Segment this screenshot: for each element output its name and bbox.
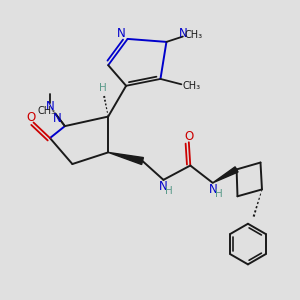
Text: N: N [46,100,54,112]
Text: H: H [165,186,173,196]
Text: CH₃: CH₃ [37,106,56,116]
Text: CH₃: CH₃ [185,30,203,40]
Text: CH₃: CH₃ [183,80,201,91]
Text: N: N [158,180,167,193]
Text: N: N [117,27,126,40]
Text: N: N [178,27,187,40]
Text: H: H [99,83,107,93]
Polygon shape [108,152,143,164]
Text: N: N [209,183,218,196]
Text: O: O [185,130,194,143]
Text: H: H [215,189,223,199]
Text: N: N [53,112,62,125]
Polygon shape [213,167,238,183]
Text: O: O [26,111,36,124]
